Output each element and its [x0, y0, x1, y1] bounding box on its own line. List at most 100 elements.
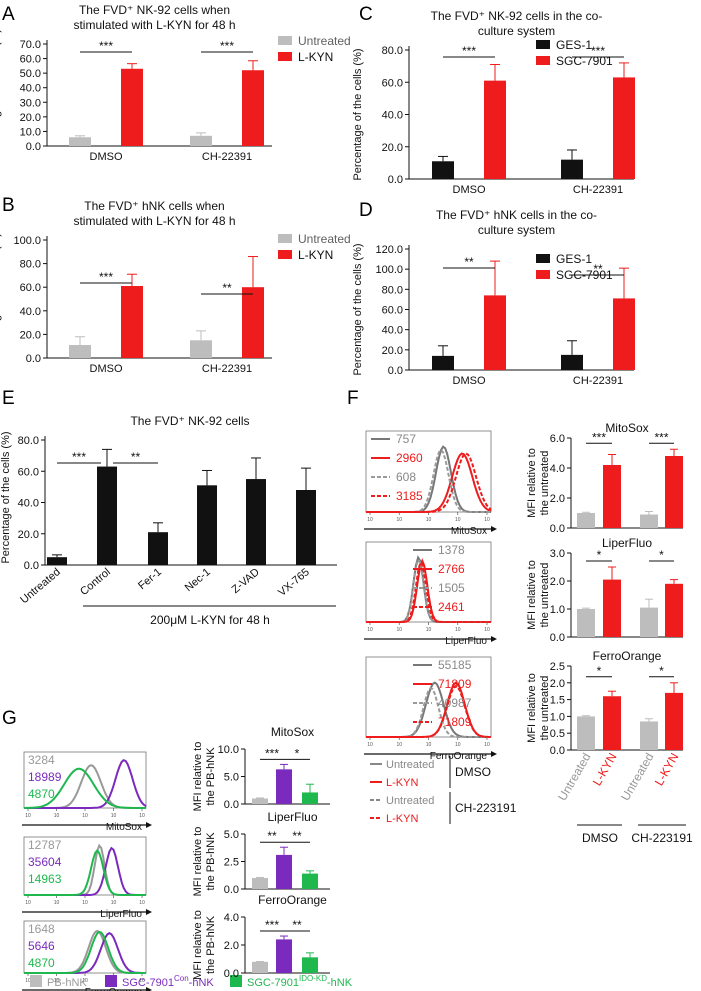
bar [561, 159, 583, 179]
mfi-value: 18989 [28, 770, 62, 784]
bar [432, 161, 454, 179]
significance-label: ** [222, 281, 232, 295]
histogram-curve [24, 930, 146, 974]
panel-letter-d: D [359, 200, 373, 221]
y-tick-label: 40.0 [20, 83, 41, 95]
bar [252, 798, 268, 804]
subplot-title: FerroOrange [258, 893, 327, 907]
significance-label: *** [99, 39, 113, 53]
histogram-tick-label: 10 [367, 517, 373, 523]
y-axis-label: the PB-hNK [205, 747, 217, 806]
histogram-tick-label: 10 [455, 742, 461, 748]
bar [432, 355, 454, 370]
mfi-value: 71809 [438, 715, 472, 729]
y-axis-label: the PB-hNK [205, 915, 217, 974]
y-tick-label: 60.0 [20, 282, 41, 294]
x-tick-label: Untreated [555, 751, 593, 804]
bar [640, 514, 658, 528]
bar [97, 466, 117, 565]
bar [121, 286, 143, 358]
bar [197, 485, 217, 565]
y-tick-label: 60.0 [382, 77, 403, 89]
y-axis-label: the untreated [539, 563, 551, 628]
histogram-xlabel: LiperFluo [100, 909, 142, 920]
chart-title: The FVD⁺ NK-92 cells [130, 414, 249, 428]
histogram-xlabel: MitoSox [451, 526, 487, 537]
histogram-xlabel: MitoSox [106, 822, 142, 833]
bar [242, 70, 264, 146]
y-tick-label: 80.0 [20, 259, 41, 271]
x-tick-label: CH-22391 [202, 363, 252, 375]
legend-label: SGC-7901 [556, 268, 613, 282]
y-tick-label: 2.0 [550, 678, 565, 690]
mfi-value: 608 [396, 470, 416, 484]
y-tick-label: 0.0 [550, 745, 565, 757]
histogram-tick-label: 10 [25, 813, 31, 819]
y-axis-label: MFI relative to [192, 827, 204, 897]
y-tick-label: 20.0 [20, 329, 41, 341]
legend-group: DMSO [455, 765, 491, 779]
x-tick-label: Fer-1 [136, 566, 164, 592]
y-axis-label: Percentage of the cells (%) [0, 431, 12, 563]
x-tick-label: Control [78, 566, 113, 598]
y-tick-label: 50.0 [20, 68, 41, 80]
subplot-title: MitoSox [605, 421, 648, 435]
mfi-value: 3185 [396, 489, 423, 503]
y-axis-label: Percentage of the cells (%) [0, 29, 2, 161]
legend-label: PB-hNK [47, 977, 87, 989]
significance-label: ** [292, 829, 302, 843]
legend-label: Untreated [386, 795, 434, 807]
legend-label: L-KYN [298, 50, 333, 64]
mfi-value: 40987 [438, 696, 472, 710]
legend-label: SGC-7901 [556, 54, 613, 68]
mfi-value: 757 [396, 432, 416, 446]
legend-label: GES-1 [556, 252, 592, 266]
histogram-tick-label: 10 [396, 627, 402, 633]
y-tick-label: 1.5 [550, 695, 565, 707]
subplot-title: LiperFluo [602, 536, 652, 550]
y-tick-label: 30.0 [20, 97, 41, 109]
significance-label: *** [592, 430, 606, 444]
y-tick-label: 10.0 [218, 744, 239, 756]
legend-base: SGC-7901 [122, 977, 174, 989]
y-tick-label: 20.0 [382, 142, 403, 154]
legend-label: SGC-7901Con-hNK [122, 974, 214, 989]
bar [484, 295, 506, 370]
histogram-tick-label: 10 [54, 813, 60, 819]
bar [246, 479, 266, 565]
histogram-curve [24, 759, 147, 809]
x-tick-label: DMSO [90, 363, 123, 375]
group-label: DMSO [582, 831, 618, 845]
y-tick-label: 40.0 [382, 325, 403, 337]
significance-label: ** [464, 255, 474, 269]
significance-label: ** [593, 262, 603, 276]
histogram-tick-label: 10 [54, 900, 60, 906]
y-tick-label: 4.0 [224, 912, 239, 924]
y-tick-label: 0.0 [224, 799, 239, 811]
legend-label: Untreated [298, 232, 351, 246]
y-tick-label: 2.0 [550, 493, 565, 505]
y-tick-label: 80.0 [18, 435, 39, 447]
bar [276, 769, 292, 804]
x-tick-label: Nec-1 [183, 566, 213, 594]
significance-label: *** [220, 39, 234, 53]
histogram-tick-label: 10 [426, 627, 432, 633]
histogram-tick-label: 10 [426, 742, 432, 748]
y-tick-label: 10.0 [20, 126, 41, 138]
histogram-tick-label: 10 [484, 742, 490, 748]
histogram-tick-label: 10 [111, 813, 117, 819]
bar [252, 961, 268, 973]
panel-letter-g: G [2, 708, 17, 729]
y-tick-label: 20.0 [18, 529, 39, 541]
y-tick-label: 20.0 [20, 112, 41, 124]
bar [302, 873, 318, 889]
significance-label: ** [292, 918, 302, 932]
y-tick-label: 40.0 [18, 498, 39, 510]
subplot-title: FerroOrange [593, 649, 662, 663]
bar [276, 939, 292, 973]
significance-label: *** [72, 450, 86, 464]
mfi-value: 1378 [438, 543, 465, 557]
y-tick-label: 60.0 [382, 305, 403, 317]
mfi-value: 1648 [28, 922, 55, 936]
bar [613, 298, 635, 370]
